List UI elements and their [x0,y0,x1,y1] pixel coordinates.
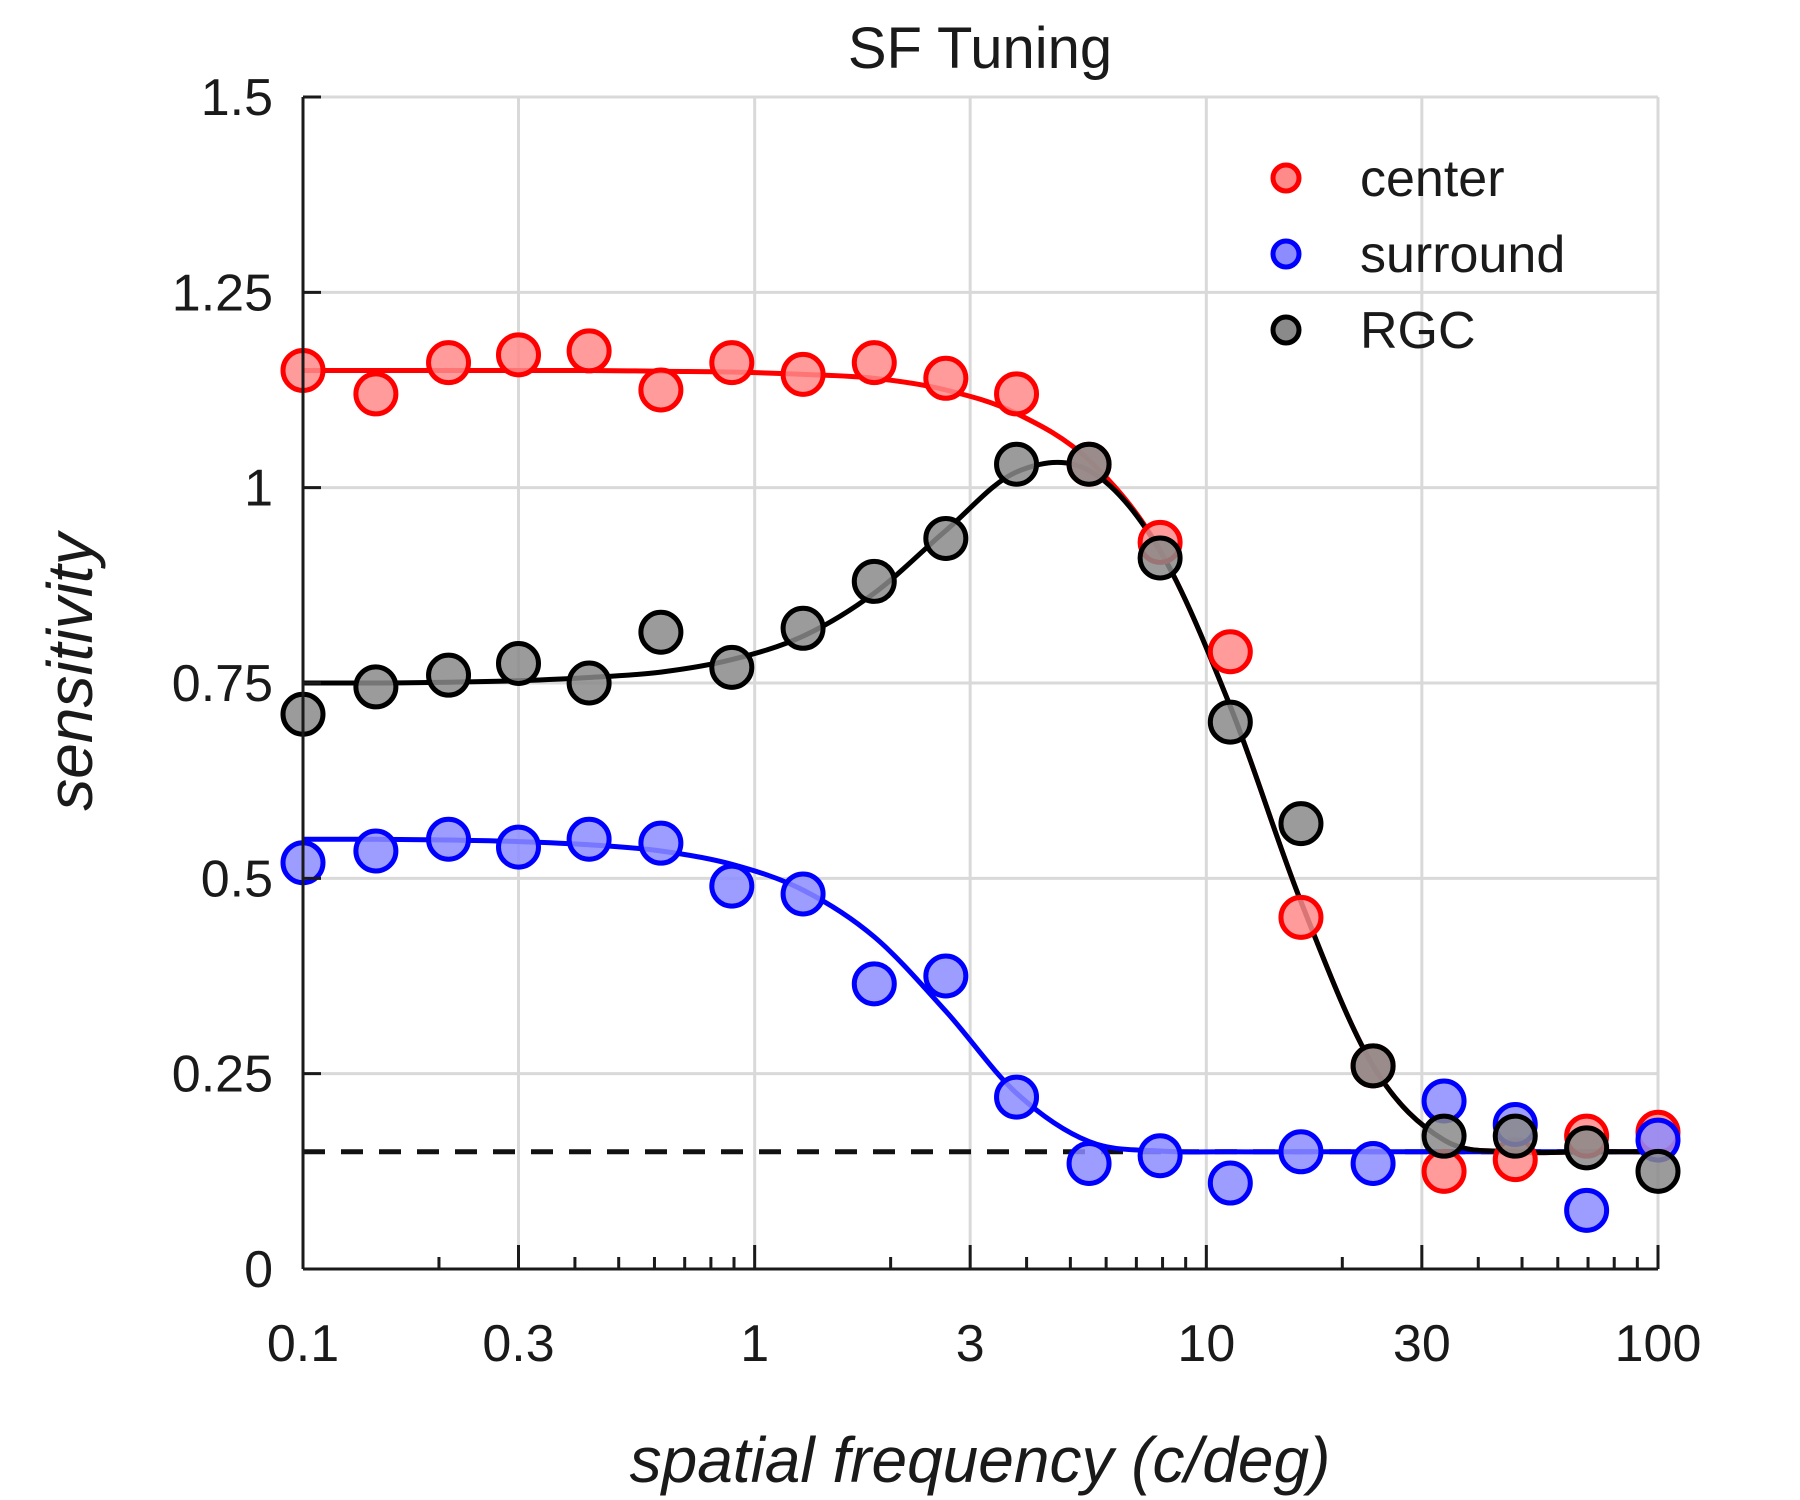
data-point-rgc [495,640,541,686]
data-point-surround [353,828,399,874]
data-point-surround [1066,1141,1112,1187]
data-point-rgc [923,515,969,561]
data-point-center [426,340,472,386]
data-point-rgc [1137,535,1183,581]
data-point-center [1278,894,1324,940]
data-point-surround [851,961,897,1007]
x-tick-label: 10 [1177,1315,1235,1373]
x-tick-label: 100 [1615,1315,1702,1373]
y-tick-label: 0.25 [172,1046,273,1104]
data-point-rgc [426,652,472,698]
data-point-center [566,328,612,374]
data-point-rgc [1421,1113,1467,1159]
data-point-rgc [1066,441,1112,487]
data-point-rgc [994,441,1040,487]
y-tick-label: 0.75 [172,655,273,713]
data-point-center [780,351,826,397]
tick-labels: 0 0.25 0.5 0.75 1 1.25 1.5 0.1 0.3 1 3 10 30 100 [172,69,1702,1373]
legend-marker-surround [1270,238,1302,270]
data-point-rgc [1350,1043,1396,1089]
data-point-center [353,371,399,417]
data-point-rgc [851,558,897,604]
data-point-center [709,340,755,386]
data-point-surround [1137,1133,1183,1179]
data-point-surround [1278,1129,1324,1175]
x-tick-label: 30 [1393,1315,1451,1373]
data-point-rgc [1564,1125,1610,1171]
data-point-center [994,371,1040,417]
legend-item-surround: surround [1270,226,1565,284]
data-point-rgc [709,644,755,690]
x-tick-label: 3 [956,1315,985,1373]
y-axis-label: sensitivity [34,529,106,810]
data-point-center [1207,629,1253,675]
data-point-center [851,340,897,386]
data-point-rgc [638,609,684,655]
data-point-surround [1207,1160,1253,1206]
data-point-center [495,332,541,378]
data-point-surround [709,863,755,909]
legend-label-rgc: RGC [1360,302,1476,360]
data-point-rgc [1635,1148,1681,1194]
data-point-center [923,355,969,401]
data-point-surround [780,871,826,917]
data-point-rgc [780,605,826,651]
x-tick-label: 0.1 [267,1315,339,1373]
data-point-rgc [353,664,399,710]
data-point-rgc [1492,1113,1538,1159]
legend-label-surround: surround [1360,226,1565,284]
data-point-surround [426,816,472,862]
axes [301,95,1660,1271]
data-point-rgc [566,660,612,706]
legend-item-rgc: RGC [1270,302,1476,360]
data-point-rgc [1207,699,1253,745]
data-point-surround [495,824,541,870]
legend-marker-center [1270,162,1302,194]
y-tick-label: 0 [244,1241,273,1299]
data-point-surround [994,1074,1040,1120]
legend: center surround RGC [1270,150,1565,360]
x-axis-label: spatial frequency (c/deg) [630,1424,1331,1496]
data-point-surround [638,820,684,866]
y-tick-label: 1.5 [201,69,273,127]
legend-marker-rgc [1270,314,1302,346]
y-tick-label: 1.25 [172,264,273,322]
x-tick-label: 0.3 [482,1315,554,1373]
legend-item-center: center [1270,150,1505,208]
data-points [280,328,1681,1233]
data-point-surround [923,953,969,999]
data-point-rgc [1278,801,1324,847]
data-point-surround [1564,1187,1610,1233]
data-point-center [638,367,684,413]
x-tick-label: 1 [740,1315,769,1373]
data-point-surround [1350,1141,1396,1187]
y-tick-label: 1 [244,460,273,518]
y-tick-label: 0.5 [201,850,273,908]
chart-title: SF Tuning [848,16,1112,81]
data-point-surround [566,816,612,862]
legend-label-center: center [1360,150,1505,208]
